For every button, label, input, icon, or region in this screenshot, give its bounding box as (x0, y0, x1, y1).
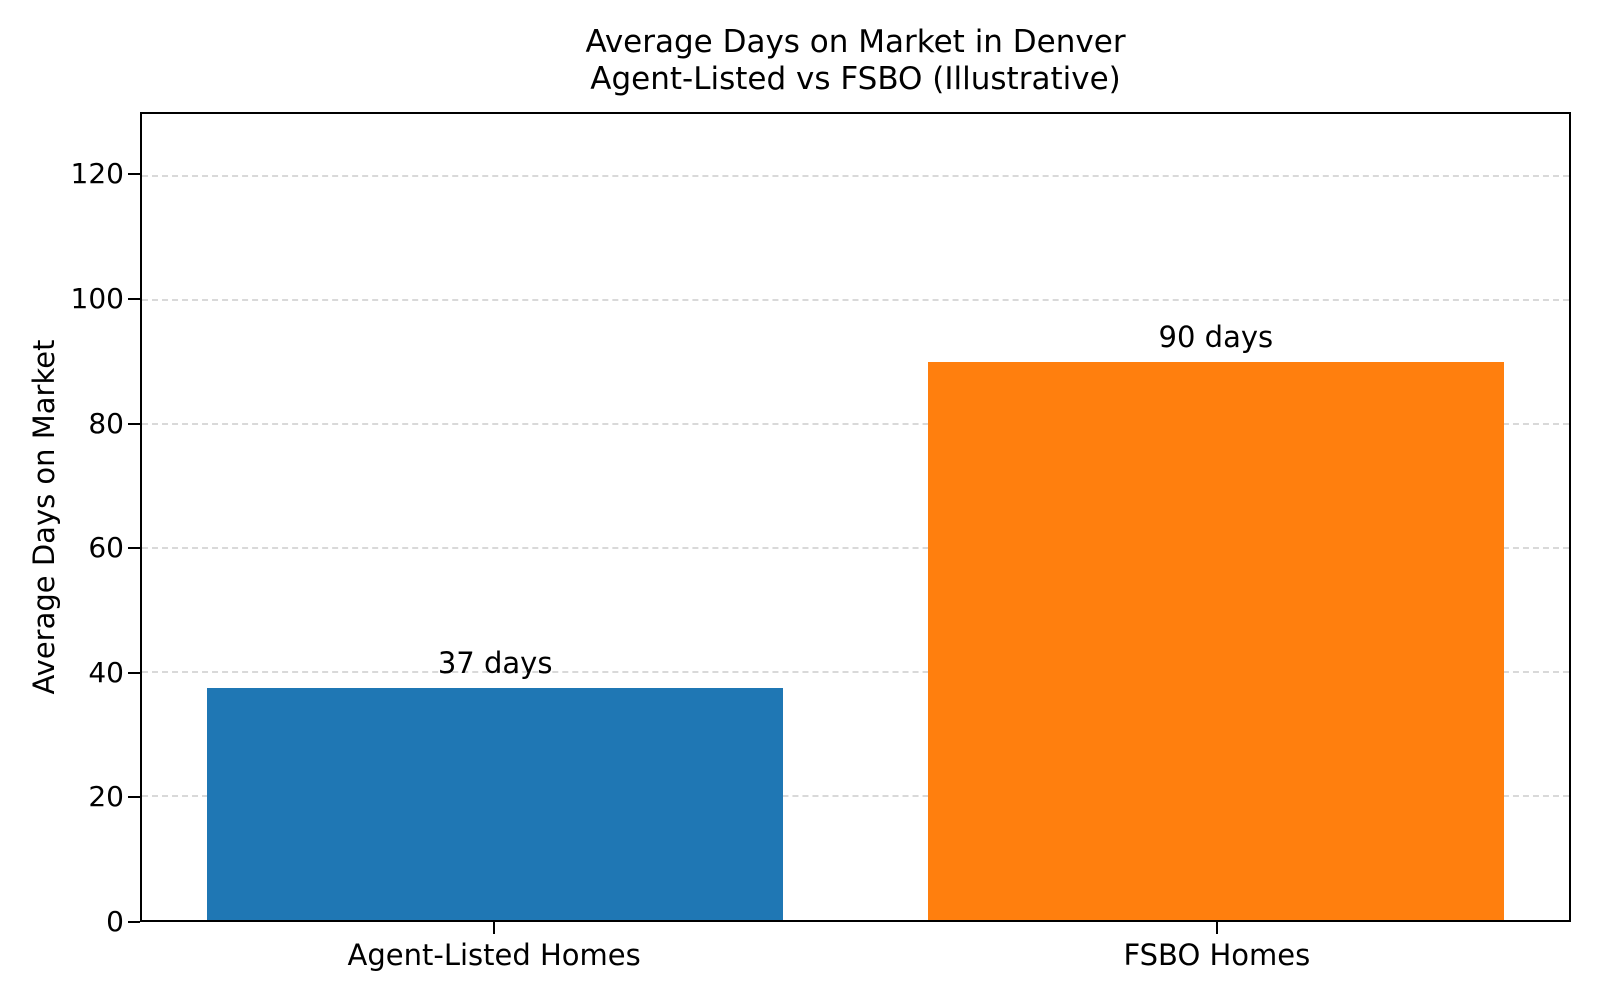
y-tick-mark-0 (128, 921, 140, 923)
bar-value-label-agent-listed-homes: 37 days (437, 645, 553, 680)
plot-area: 37 days 90 days (140, 112, 1571, 922)
y-tick-label-20: 20 (88, 780, 124, 814)
x-tick-mark-fsbo-homes (1215, 922, 1218, 934)
chart-title: Average Days on Market in Denver Agent-L… (140, 24, 1571, 98)
gridline-40 (142, 671, 1569, 673)
gridline-80 (142, 423, 1569, 425)
x-tick-label-fsbo-homes: FSBO Homes (1123, 938, 1311, 972)
y-tick-mark-40 (128, 671, 140, 674)
gridline-60 (142, 547, 1569, 549)
y-tick-label-40: 40 (88, 655, 124, 689)
bar-agent-listed-homes (206, 687, 784, 920)
y-tick-mark-120 (128, 173, 140, 176)
y-tick-mark-60 (128, 547, 140, 550)
y-tick-label-80: 80 (88, 406, 124, 440)
y-tick-mark-100 (128, 297, 140, 300)
y-tick-label-0: 0 (106, 905, 124, 938)
gridline-20 (142, 795, 1569, 797)
chart-title-line2: Agent-Listed vs FSBO (Illustrative) (590, 61, 1121, 97)
bar-fsbo-homes (927, 362, 1505, 920)
y-tick-label-60: 60 (88, 531, 124, 565)
y-axis-label: Average Days on Market (27, 339, 61, 695)
y-tick-mark-20 (128, 796, 140, 799)
chart-title-line1: Average Days on Market in Denver (585, 24, 1126, 60)
gridline-120 (142, 175, 1569, 177)
y-tick-label-100: 100 (70, 281, 124, 315)
bar-value-label-fsbo-homes: 90 days (1158, 320, 1274, 355)
x-tick-label-agent-listed-homes: Agent-Listed Homes (347, 938, 641, 972)
y-tick-label-120: 120 (70, 157, 124, 191)
y-tick-mark-80 (128, 422, 140, 425)
x-tick-mark-agent-listed-homes (493, 922, 496, 934)
gridline-100 (142, 299, 1569, 301)
